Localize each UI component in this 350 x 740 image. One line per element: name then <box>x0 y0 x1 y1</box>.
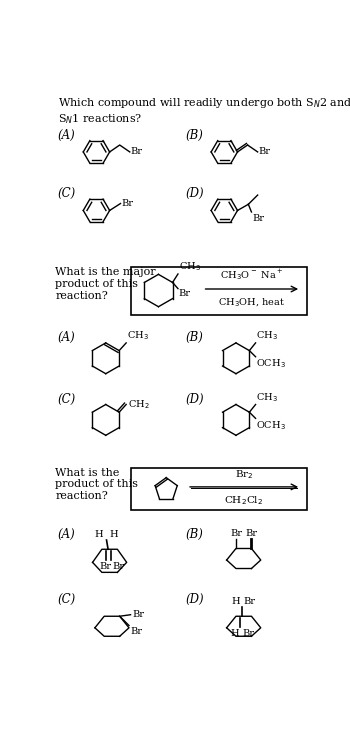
Text: Br: Br <box>132 610 144 619</box>
Text: (C): (C) <box>58 393 76 406</box>
Text: CH$_3$: CH$_3$ <box>179 260 201 273</box>
Text: (B): (B) <box>186 332 203 344</box>
Text: (C): (C) <box>58 187 76 201</box>
Bar <box>131 468 307 510</box>
Text: Br: Br <box>112 562 124 571</box>
Text: What is the
product of this
reaction?: What is the product of this reaction? <box>55 468 138 501</box>
Text: Br: Br <box>131 147 142 156</box>
Text: H: H <box>95 531 104 539</box>
Bar <box>131 267 307 315</box>
Text: Br: Br <box>245 528 258 538</box>
Text: Br: Br <box>252 214 264 223</box>
Text: H: H <box>231 597 240 606</box>
Text: Br: Br <box>121 199 133 208</box>
Text: Which compound will readily undergo both S$_N$2 and
S$_N$1 reactions?: Which compound will readily undergo both… <box>58 96 350 127</box>
Text: Br: Br <box>230 528 242 538</box>
Text: CH$_3$: CH$_3$ <box>256 391 278 404</box>
Text: CH$_2$: CH$_2$ <box>128 398 149 411</box>
Text: What is the major
product of this
reaction?: What is the major product of this reacti… <box>55 267 156 300</box>
Text: Br: Br <box>131 627 142 636</box>
Text: (A): (A) <box>58 528 76 541</box>
Text: (A): (A) <box>58 129 76 142</box>
Text: CH$_3$O$^-$ Na$^+$: CH$_3$O$^-$ Na$^+$ <box>220 267 284 282</box>
Text: CH$_3$: CH$_3$ <box>127 329 149 342</box>
Text: Br: Br <box>242 628 254 638</box>
Text: CH$_3$OH, heat: CH$_3$OH, heat <box>218 296 285 309</box>
Text: (D): (D) <box>186 393 204 406</box>
Text: (D): (D) <box>186 593 204 606</box>
Text: Br: Br <box>99 562 111 571</box>
Text: Br: Br <box>258 147 271 156</box>
Text: (B): (B) <box>186 528 203 541</box>
Text: CH$_3$: CH$_3$ <box>256 329 278 342</box>
Text: Br: Br <box>179 289 191 298</box>
Text: OCH$_3$: OCH$_3$ <box>256 357 286 370</box>
Text: Br: Br <box>244 597 256 606</box>
Text: OCH$_3$: OCH$_3$ <box>256 419 286 432</box>
Text: H: H <box>110 531 118 539</box>
Text: (A): (A) <box>58 332 76 344</box>
Text: (D): (D) <box>186 187 204 201</box>
Text: (B): (B) <box>186 129 203 142</box>
Text: CH$_2$Cl$_2$: CH$_2$Cl$_2$ <box>224 494 264 508</box>
Text: (C): (C) <box>58 593 76 606</box>
Text: H: H <box>230 628 239 638</box>
Text: Br$_2$: Br$_2$ <box>235 468 253 481</box>
